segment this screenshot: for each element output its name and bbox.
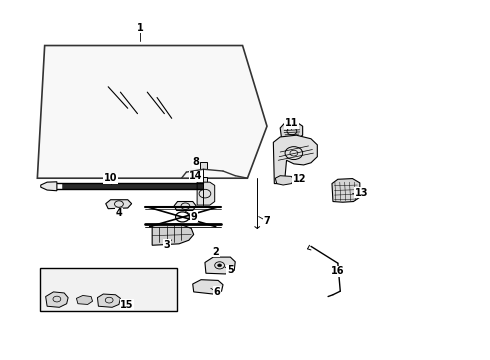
Text: 15: 15 xyxy=(120,300,133,310)
Text: 16: 16 xyxy=(331,266,344,276)
Text: 14: 14 xyxy=(190,171,203,181)
Polygon shape xyxy=(37,45,267,178)
Text: 8: 8 xyxy=(193,157,199,167)
Text: 10: 10 xyxy=(104,173,118,183)
Polygon shape xyxy=(273,135,318,184)
Polygon shape xyxy=(98,294,121,307)
Text: 9: 9 xyxy=(190,212,197,221)
Polygon shape xyxy=(280,122,303,140)
Polygon shape xyxy=(205,257,235,274)
Polygon shape xyxy=(203,183,212,189)
Polygon shape xyxy=(76,296,93,305)
Polygon shape xyxy=(41,182,57,191)
Text: 4: 4 xyxy=(116,208,122,218)
Polygon shape xyxy=(106,200,132,209)
Polygon shape xyxy=(197,182,215,205)
Bar xyxy=(200,162,207,169)
Bar xyxy=(200,177,207,183)
Text: 5: 5 xyxy=(227,265,234,275)
Circle shape xyxy=(218,264,221,267)
Polygon shape xyxy=(152,224,194,245)
Text: 6: 6 xyxy=(213,287,220,297)
Polygon shape xyxy=(40,268,176,311)
Polygon shape xyxy=(174,202,196,211)
Text: 3: 3 xyxy=(164,239,170,249)
Text: 2: 2 xyxy=(212,247,219,257)
Text: 7: 7 xyxy=(264,216,270,226)
Polygon shape xyxy=(46,292,68,307)
Text: 1: 1 xyxy=(137,23,143,33)
Text: 12: 12 xyxy=(293,174,306,184)
Text: 13: 13 xyxy=(355,188,368,198)
Text: 11: 11 xyxy=(285,118,298,128)
Polygon shape xyxy=(332,179,360,202)
Polygon shape xyxy=(193,280,223,294)
Polygon shape xyxy=(275,176,294,185)
